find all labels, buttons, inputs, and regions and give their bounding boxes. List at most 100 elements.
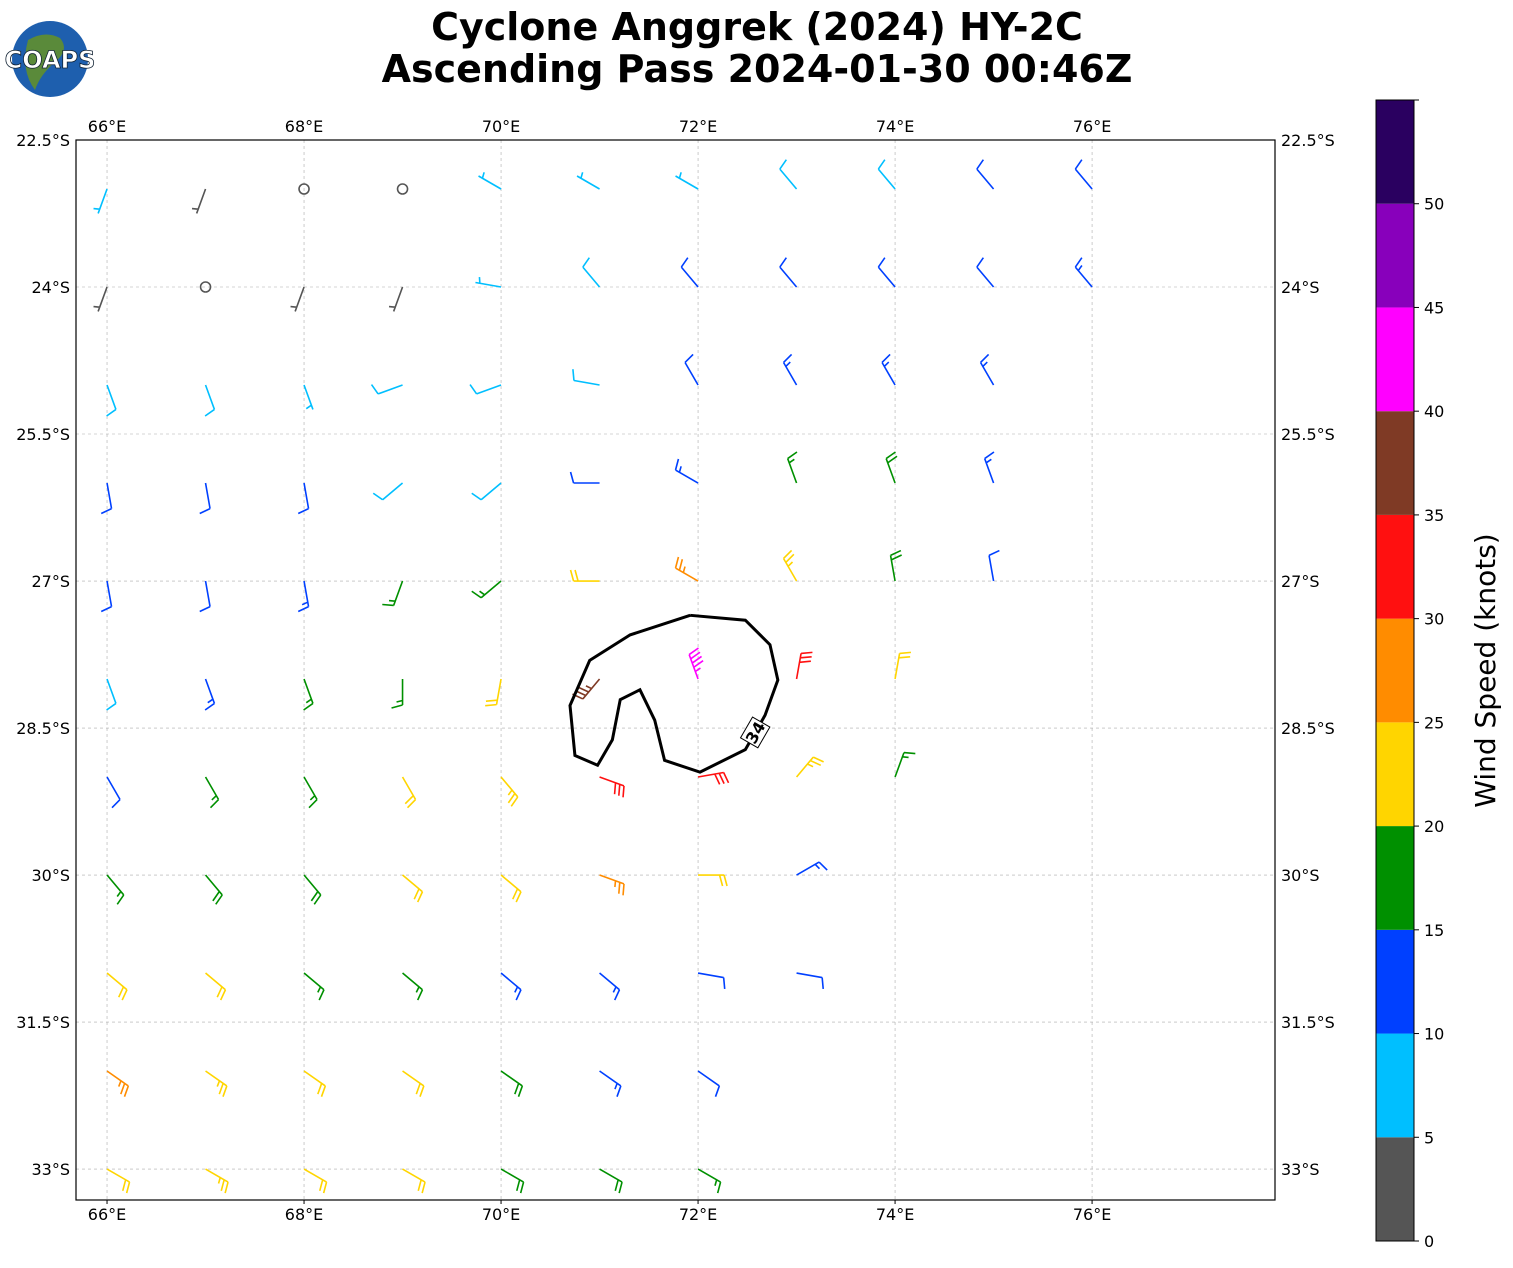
wind-barb [881, 353, 896, 386]
y-tick-label: 27°S [1281, 572, 1320, 591]
wind-barb [204, 874, 223, 905]
x-tick-label: 68°E [285, 1205, 323, 1224]
wind-barb [976, 257, 995, 288]
wind-barb [204, 776, 220, 809]
wind-barb [485, 678, 502, 707]
logo-land [25, 34, 64, 90]
x-tick-label: 66°E [88, 117, 126, 136]
y-tick-label: 22.5°S [16, 131, 70, 150]
wind-barb [688, 647, 704, 680]
wind-barb [106, 384, 117, 417]
wind-barb [469, 384, 502, 395]
wind-barb [680, 257, 699, 288]
colorbar-segment [1376, 826, 1414, 930]
colorbar-tick-label: 45 [1424, 298, 1444, 317]
wind-barb [877, 159, 896, 190]
colorbar-segment [1376, 100, 1414, 204]
wind-barb [303, 1168, 328, 1194]
wind-barb [205, 972, 227, 1001]
x-tick-label: 76°E [1073, 1205, 1111, 1224]
wind-barb [894, 751, 916, 778]
colorbar-tick-label: 50 [1424, 195, 1444, 214]
calm-barb [199, 281, 212, 293]
wind-barb [106, 678, 117, 711]
plot-background [76, 140, 1275, 1200]
wind-barb [370, 384, 403, 395]
wind-barb [106, 1168, 131, 1194]
y-tick-label: 30°S [31, 866, 70, 885]
wind-barb [675, 172, 699, 190]
wind-barb [500, 1070, 524, 1097]
wind-barb [569, 471, 600, 484]
wind-barb [297, 580, 310, 613]
wind-barb [106, 874, 125, 905]
wind-barb [877, 257, 896, 288]
colorbar-segment [1376, 203, 1414, 308]
y-tick-label: 24°S [31, 278, 70, 297]
wind-barb [500, 776, 519, 807]
wind-barb [303, 678, 314, 711]
wind-barb [889, 549, 902, 582]
wind-barb [391, 679, 404, 709]
y-tick-label: 24°S [1281, 278, 1320, 297]
wind-barb [106, 972, 128, 1001]
wind-barb [93, 286, 108, 312]
logo-text: COAPS [5, 46, 96, 74]
wind-barb [382, 580, 404, 607]
wind-barb [786, 451, 798, 484]
wind-barb [297, 482, 310, 515]
wind-barb [204, 678, 216, 711]
colorbar-segment [1376, 411, 1414, 515]
colorbar-segment [1376, 1137, 1414, 1241]
x-tick-label: 74°E [876, 117, 914, 136]
wind-barb [191, 188, 207, 214]
wind-barb [572, 678, 601, 700]
wind-barb [599, 776, 625, 798]
y-tick-label: 31.5°S [1281, 1013, 1335, 1032]
colorbar-tick-label: 15 [1424, 921, 1444, 940]
y-tick-label: 28.5°S [16, 719, 70, 738]
colorbar-segment [1376, 618, 1414, 723]
wind-barb [1074, 257, 1093, 288]
wind-barb [684, 353, 699, 386]
wind-barb [199, 482, 211, 515]
calm-barb [298, 183, 310, 195]
wind-barb [796, 861, 828, 876]
wind-barb [205, 1168, 229, 1194]
colorbar-tick-label: 30 [1424, 610, 1444, 629]
wind-barb [500, 874, 522, 903]
wind-barb [500, 1168, 525, 1194]
x-tick-label: 70°E [482, 1205, 520, 1224]
x-tick-label: 72°E [679, 117, 717, 136]
wind-barb [106, 776, 121, 809]
colorbar-segment [1376, 722, 1414, 827]
wind-barb [471, 482, 502, 501]
wind-barb [697, 771, 730, 785]
wind-barb [402, 874, 424, 903]
wind-barb [402, 1070, 425, 1097]
wind-barb [93, 188, 108, 214]
wind-barb [478, 172, 502, 190]
colorbar-tick-label: 5 [1424, 1128, 1434, 1147]
wind-barb [372, 482, 404, 501]
wind-barb [303, 776, 318, 809]
x-tick-label: 72°E [679, 1205, 717, 1224]
wind-barb [290, 286, 305, 312]
wind-barb [401, 776, 417, 809]
colorbar-segment [1376, 307, 1414, 412]
y-tick-label: 28.5°S [1281, 719, 1335, 738]
wind-barb [885, 451, 898, 484]
x-tick-label: 76°E [1073, 117, 1111, 136]
contour-line [568, 613, 780, 774]
wind-barb [475, 277, 502, 288]
wind-barb [983, 451, 995, 484]
wind-barb [979, 353, 995, 386]
wind-barb [471, 580, 502, 599]
x-tick-label: 68°E [285, 117, 323, 136]
wind-barb [988, 549, 1000, 582]
colorbar-segment [1376, 929, 1414, 1034]
y-tick-label: 25.5°S [1281, 425, 1335, 444]
chart-subtitle: Ascending Pass 2024-01-30 00:46Z [382, 47, 1133, 91]
wind-barb [576, 172, 600, 190]
